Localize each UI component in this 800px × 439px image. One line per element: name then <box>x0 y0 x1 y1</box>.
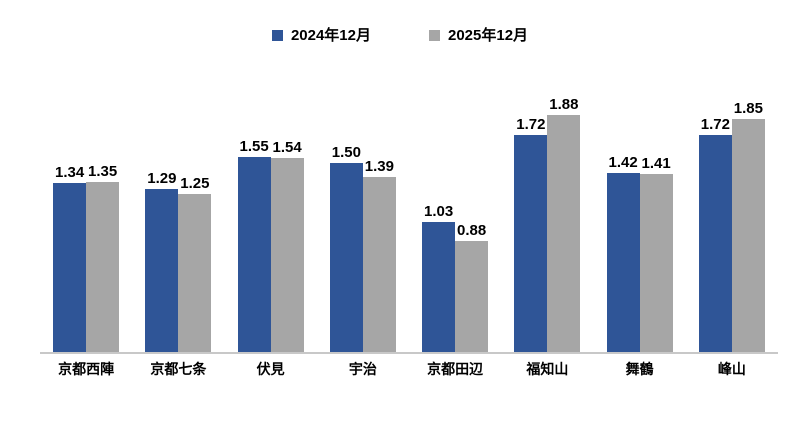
category-label: 京都西陣 <box>58 361 115 377</box>
bar-series-2025 <box>86 182 120 352</box>
value-label: 1.35 <box>88 163 118 180</box>
category-label: 伏見 <box>256 361 285 377</box>
legend-swatch-icon <box>429 30 440 41</box>
category-label: 京都七条 <box>150 361 207 377</box>
category-label: 福知山 <box>526 361 569 377</box>
legend-item-2025年12月: 2025年12月 <box>429 28 528 43</box>
value-label: 1.72 <box>516 116 546 133</box>
bar-series-2025 <box>731 119 765 352</box>
plot-area: 1.34 1.35 1.29 1.25 1.55 1.54 1.50 1.39 1.03 0.88… <box>40 97 778 352</box>
bar-group: 1.55 1.54 <box>225 139 317 352</box>
bar-series-2024 <box>145 189 179 352</box>
value-label: 1.42 <box>608 154 638 171</box>
bar-with-label: 1.34 <box>53 164 87 352</box>
bar-with-label: 1.72 <box>514 116 548 352</box>
legend-item-2024年12月: 2024年12月 <box>271 27 371 44</box>
bar-group: 1.03 0.88 <box>409 204 501 352</box>
value-label: 1.55 <box>239 138 269 155</box>
value-label: 1.03 <box>424 203 454 220</box>
bar-series-2024 <box>422 222 456 352</box>
bar-with-label: 1.50 <box>329 144 363 352</box>
bar-groups: 1.34 1.35 1.29 1.25 1.55 1.54 1.50 1.39 1.03 0.88… <box>40 97 778 352</box>
bar-series-2024 <box>329 163 363 352</box>
bar-with-label: 1.29 <box>145 170 179 352</box>
bar-group: 1.29 1.25 <box>132 171 224 352</box>
bar-series-2025 <box>639 174 673 352</box>
value-label: 1.54 <box>272 139 302 156</box>
bar-group: 1.42 1.41 <box>594 155 686 352</box>
legend-label: 2024年12月 <box>290 27 371 44</box>
bar-group: 1.72 1.85 <box>686 101 778 352</box>
bar-series-2025 <box>178 194 212 352</box>
category-labels: 京都西陣 京都七条 伏見 宇治 京都田辺 福知山 舞鶴 峰山 <box>40 361 778 378</box>
bar-with-label: 1.03 <box>422 203 456 352</box>
bar-group: 1.72 1.88 <box>501 97 593 352</box>
value-label: 1.85 <box>733 100 763 117</box>
value-label: 1.50 <box>331 144 361 161</box>
bar-with-label: 1.41 <box>639 155 673 352</box>
bar-series-2025 <box>455 241 489 352</box>
bar-group: 1.34 1.35 <box>40 164 132 352</box>
value-label: 1.25 <box>180 175 210 192</box>
bar-series-2025 <box>362 177 396 352</box>
bar-with-label: 1.55 <box>237 138 271 352</box>
category-label: 峰山 <box>717 361 746 377</box>
value-label: 1.39 <box>364 158 394 175</box>
category-label: 舞鶴 <box>625 361 654 377</box>
bar-series-2024 <box>514 135 548 352</box>
bar-with-label: 1.72 <box>698 116 732 352</box>
value-label: 0.88 <box>457 222 487 239</box>
category-label: 宇治 <box>348 361 377 377</box>
bar-series-2025 <box>270 158 304 352</box>
bar-with-label: 1.42 <box>606 154 640 352</box>
value-label: 1.34 <box>55 164 85 181</box>
bar-with-label: 1.54 <box>270 139 304 352</box>
category-label: 京都田辺 <box>427 361 484 377</box>
bar-with-label: 1.88 <box>547 96 581 352</box>
bar-with-label: 0.88 <box>455 222 489 352</box>
value-label: 1.29 <box>147 170 177 187</box>
bar-series-2024 <box>237 157 271 352</box>
chart-legend: 2024年12月 2025年12月 <box>0 28 800 43</box>
bar-with-label: 1.85 <box>731 100 765 352</box>
bar-with-label: 1.39 <box>362 158 396 352</box>
bar-series-2024 <box>698 135 732 352</box>
value-label: 1.41 <box>641 155 671 172</box>
bar-with-label: 1.25 <box>178 175 212 352</box>
bar-series-2025 <box>547 115 581 352</box>
bar-series-2024 <box>606 173 640 352</box>
legend-swatch-icon <box>271 30 283 41</box>
value-label: 1.88 <box>549 96 579 113</box>
value-label: 1.72 <box>700 116 730 133</box>
bar-with-label: 1.35 <box>86 163 120 352</box>
bar-group: 1.50 1.39 <box>317 145 409 352</box>
legend-label: 2025年12月 <box>448 27 529 44</box>
x-axis-line <box>40 352 778 354</box>
bar-series-2024 <box>53 183 87 352</box>
